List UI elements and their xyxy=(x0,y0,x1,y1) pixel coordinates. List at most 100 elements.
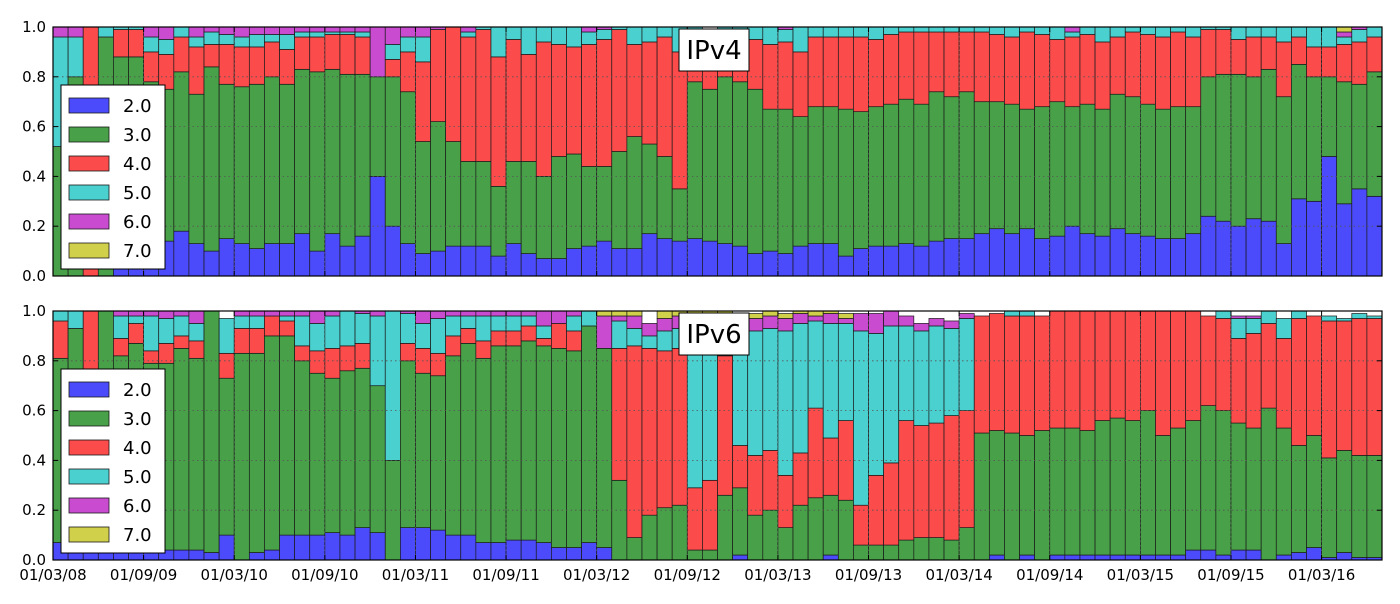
bar-ipv4-27-s2.0 xyxy=(460,245,477,277)
bar-ipv6-48-s7.0 xyxy=(777,313,794,319)
legend-label-2.0: 2.0 xyxy=(123,96,152,117)
bar-ipv6-48-s6.0 xyxy=(777,318,794,332)
bar-ipv4-43-s2.0 xyxy=(702,240,718,277)
legend-swatch-2.0 xyxy=(68,97,110,114)
bar-ipv4-26-s4.0 xyxy=(445,26,462,142)
bar-ipv4-46-s3.0 xyxy=(747,88,764,254)
bar-ipv6-20-s3.0 xyxy=(354,367,371,528)
bar-ipv6-39-s4.0 xyxy=(641,348,658,516)
bar-ipv6-27-s2.0 xyxy=(460,534,477,561)
bar-ipv6-8-s2.0 xyxy=(173,549,190,561)
bar-ipv6-29-s4.0 xyxy=(490,330,507,347)
legend-label-3.0: 3.0 xyxy=(123,125,152,146)
bar-ipv4-38-s5.0 xyxy=(626,26,643,45)
bar-ipv4-56-s5.0 xyxy=(898,26,915,33)
bar-ipv4-11-s5.0 xyxy=(218,34,235,45)
bar-ipv4-31-s5.0 xyxy=(520,26,537,55)
bar-ipv6-27-s4.0 xyxy=(460,328,477,344)
bar-ipv4-39-s4.0 xyxy=(641,41,658,145)
bar-ipv6-27-s3.0 xyxy=(460,343,477,536)
bar-ipv6-37-s5.0 xyxy=(611,320,628,349)
bar-ipv4-30-s4.0 xyxy=(505,39,522,162)
bar-ipv4-64-s2.0 xyxy=(1019,228,1035,277)
bar-ipv4-17-s4.0 xyxy=(309,36,326,73)
bar-ipv6-20-s4.0 xyxy=(354,343,371,369)
bar-ipv6-23-s2.0 xyxy=(400,527,416,561)
bar-ipv4-63-s5.0 xyxy=(1004,26,1020,38)
bar-ipv4-17-s3.0 xyxy=(309,71,326,252)
bar-ipv4-55-s4.0 xyxy=(883,34,900,105)
bar-ipv6-81-s5.0 xyxy=(1275,318,1292,339)
bar-ipv6-31-s4.0 xyxy=(520,325,537,342)
bar-ipv6-8-s3.0 xyxy=(173,348,190,551)
bar-ipv6-38-s7.0 xyxy=(626,310,643,317)
bar-ipv4-57-s2.0 xyxy=(913,245,930,277)
legend-label-5.0: 5.0 xyxy=(123,183,152,204)
bar-ipv6-22-s5.0 xyxy=(384,310,401,461)
bar-ipv6-18-s5.0 xyxy=(324,315,341,349)
bar-ipv6-78-s2.0 xyxy=(1230,549,1247,561)
bar-ipv6-64-s5.0 xyxy=(1019,310,1035,317)
legend-swatch-6.0 xyxy=(68,497,110,514)
ytick-label-ipv6-5: 1.0 xyxy=(22,302,46,320)
bar-ipv6-53-s6.0 xyxy=(853,313,869,332)
bar-ipv6-27-s6.0 xyxy=(460,310,477,317)
bar-ipv4-23-s2.0 xyxy=(400,243,416,277)
xtick-label-6: 01/03/12 xyxy=(563,566,630,584)
bar-ipv6-78-s3.0 xyxy=(1230,422,1247,551)
bar-ipv4-80-s3.0 xyxy=(1260,68,1277,222)
bar-ipv6-39-s6.0 xyxy=(641,323,658,337)
bar-ipv6-25-s3.0 xyxy=(430,375,447,531)
bar-ipv6-75-s3.0 xyxy=(1185,420,1202,551)
bar-ipv4-60-s3.0 xyxy=(958,91,975,240)
bar-ipv6-85-s4.0 xyxy=(1336,320,1353,451)
bar-ipv4-18-s3.0 xyxy=(324,68,341,235)
bar-ipv6-6-s4.0 xyxy=(143,350,160,364)
bar-ipv4-11-s2.0 xyxy=(218,238,235,277)
bar-ipv6-45-s4.0 xyxy=(732,445,749,489)
bar-ipv4-58-s2.0 xyxy=(928,240,945,277)
xtick-label-4: 01/03/11 xyxy=(382,566,449,584)
bar-ipv4-40-s4.0 xyxy=(656,36,673,157)
bar-ipv6-46-s4.0 xyxy=(747,455,764,516)
bar-ipv6-19-s5.0 xyxy=(339,310,356,347)
bar-ipv4-15-s5.0 xyxy=(279,34,295,50)
bar-ipv6-45-s2.0 xyxy=(732,554,749,561)
bar-ipv4-33-s5.0 xyxy=(551,26,567,45)
bar-ipv6-82-s3.0 xyxy=(1291,445,1307,553)
bar-ipv6-56-s3.0 xyxy=(898,539,915,561)
bar-ipv4-22-s5.0 xyxy=(384,44,401,60)
bar-ipv6-53-s4.0 xyxy=(853,504,869,546)
bar-ipv6-66-s2.0 xyxy=(1049,554,1066,561)
legend-box xyxy=(60,84,166,270)
bar-ipv6-33-s3.0 xyxy=(551,348,567,548)
title-box-ipv6 xyxy=(678,312,750,356)
bar-ipv4-28-s3.0 xyxy=(475,161,492,247)
bar-ipv6-50-s3.0 xyxy=(807,497,824,561)
bar-ipv4-20-s2.0 xyxy=(354,235,371,277)
bar-ipv4-16-s5.0 xyxy=(294,31,311,38)
bar-ipv6-80-s5.0 xyxy=(1260,310,1277,324)
bar-ipv6-81-s4.0 xyxy=(1275,338,1292,429)
bar-ipv4-10-s3.0 xyxy=(203,66,220,252)
bar-ipv4-67-s4.0 xyxy=(1064,36,1081,108)
bar-ipv4-73-s4.0 xyxy=(1155,36,1171,110)
bar-ipv6-29-s3.0 xyxy=(490,345,507,543)
ytick-label-ipv6-1: 0.2 xyxy=(22,501,46,519)
bar-ipv4-52-s2.0 xyxy=(837,255,854,277)
bar-ipv4-51-s2.0 xyxy=(822,243,839,277)
bar-ipv4-57-s5.0 xyxy=(913,26,930,33)
legend-swatch-4.0 xyxy=(68,439,110,456)
bar-ipv6-36-s3.0 xyxy=(596,348,613,548)
bar-ipv6-8-s6.0 xyxy=(173,310,190,317)
bar-ipv6-68-s3.0 xyxy=(1079,430,1096,556)
bar-ipv4-86-s2.0 xyxy=(1351,188,1368,277)
bar-ipv4-12-s3.0 xyxy=(233,86,250,244)
bar-ipv4-5-s4.0 xyxy=(128,29,144,58)
bar-ipv6-19-s4.0 xyxy=(339,345,356,372)
legend-swatch-5.0 xyxy=(68,184,110,201)
bar-ipv4-56-s3.0 xyxy=(898,98,915,244)
bar-ipv4-76-s4.0 xyxy=(1200,29,1217,78)
bar-ipv4-12-s6.0 xyxy=(233,26,250,38)
